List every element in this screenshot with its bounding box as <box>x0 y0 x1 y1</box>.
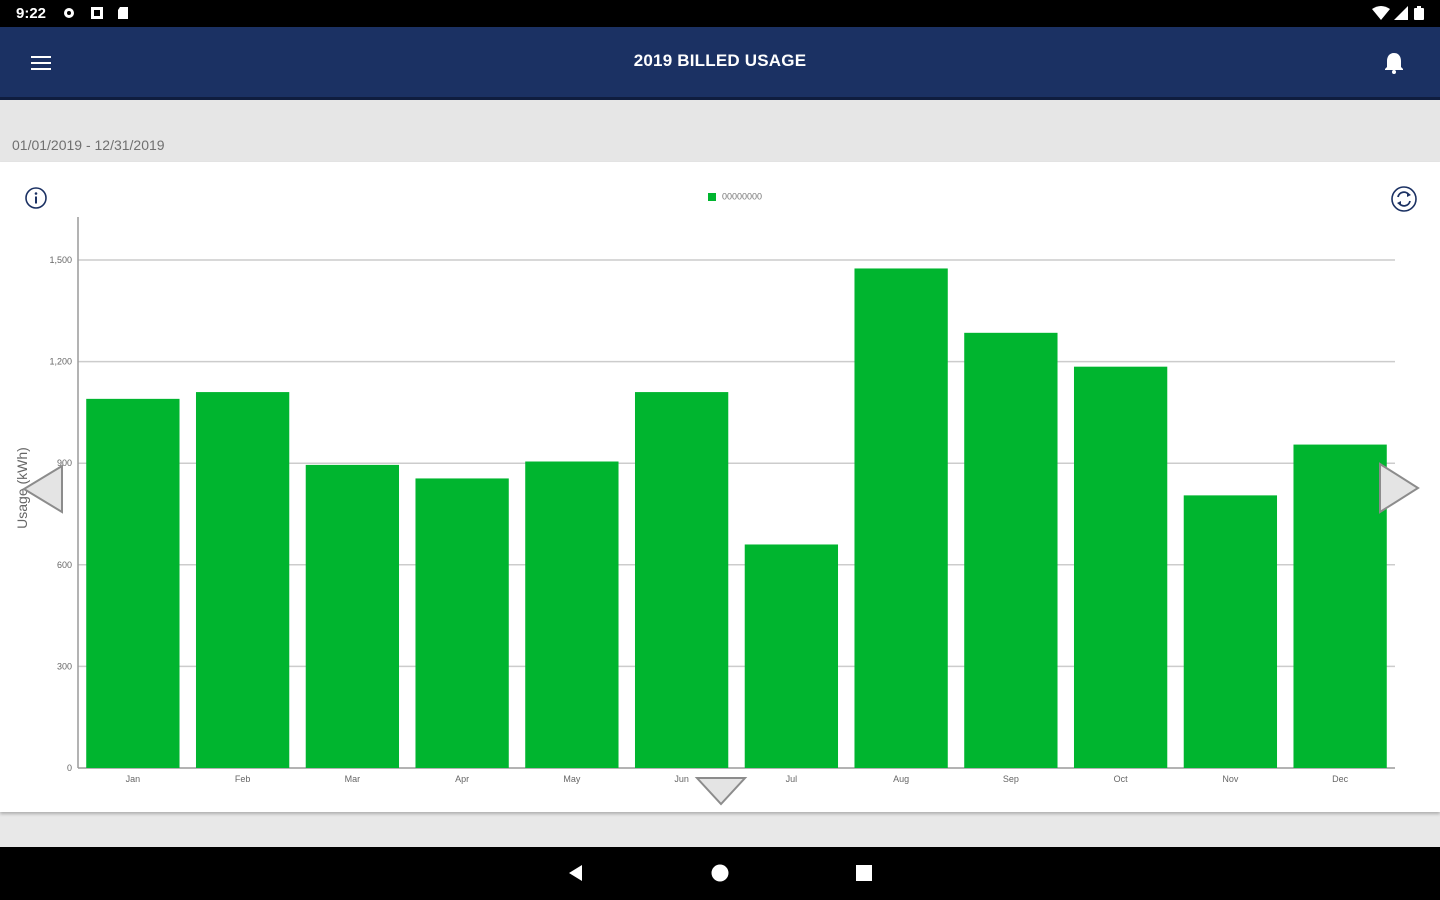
page-title: 2019 BILLED USAGE <box>633 51 807 70</box>
bar-jun[interactable] <box>634 392 729 768</box>
chart-y-ticks: 0 300 600 900 1,200 1,500 <box>49 255 72 773</box>
date-range-bar: 01/01/2019 - 12/31/2019 <box>0 100 1440 162</box>
info-icon <box>25 187 47 209</box>
x-tick-label: Sep <box>1003 774 1019 784</box>
bar-jul[interactable] <box>744 544 839 768</box>
y-tick-label: 1,200 <box>49 357 72 367</box>
x-tick-label: Nov <box>1222 774 1239 784</box>
battery-status-icon <box>1414 6 1424 20</box>
app-bar: 2019 BILLED USAGE <box>0 27 1440 100</box>
settings-status-icon <box>64 8 74 18</box>
x-tick-label: Dec <box>1332 774 1349 784</box>
system-navigation-bar <box>0 847 1440 900</box>
signal-status-icon <box>1394 6 1408 20</box>
menu-button[interactable] <box>22 45 60 81</box>
refresh-icon <box>1391 186 1417 212</box>
refresh-button[interactable] <box>1390 185 1418 213</box>
notifications-button[interactable] <box>1376 45 1412 81</box>
bar-oct[interactable] <box>1073 366 1168 768</box>
expand-chart-button[interactable] <box>694 776 748 811</box>
bar-sep[interactable] <box>964 332 1058 768</box>
x-tick-label: Aug <box>893 774 909 784</box>
usage-chart-card: 0 300 600 900 1,200 1,500 Jan Feb Mar Apr May Jun J… <box>0 162 1440 812</box>
x-tick-label: Apr <box>455 774 469 784</box>
legend-swatch <box>708 192 716 201</box>
y-tick-label: 900 <box>57 458 72 468</box>
x-tick-label: Jun <box>674 774 689 784</box>
legend-label: 00000000 <box>722 191 763 202</box>
wifi-status-icon <box>1372 6 1390 20</box>
previous-period-button[interactable] <box>20 464 64 519</box>
bar-nov[interactable] <box>1183 495 1278 768</box>
back-icon[interactable] <box>566 863 586 883</box>
bar-jan[interactable] <box>86 398 180 768</box>
recents-icon[interactable] <box>854 863 874 883</box>
screenshot-status-icon <box>91 7 103 19</box>
next-period-button[interactable] <box>1378 462 1422 519</box>
chart-x-ticks: Jan Feb Mar Apr May Jun Jul Aug Sep Oct Nov Dec <box>126 774 1349 784</box>
bar-may[interactable] <box>525 461 619 768</box>
status-time: 9:22 <box>16 5 47 22</box>
info-button[interactable] <box>24 186 48 210</box>
date-range: 01/01/2019 - 12/31/2019 <box>12 137 165 153</box>
status-bar: 9:22 <box>0 0 1440 27</box>
chart-legend: 00000000 <box>708 191 762 202</box>
x-tick-label: May <box>563 774 581 784</box>
bar-apr[interactable] <box>415 478 509 768</box>
y-tick-label: 1,500 <box>49 255 72 265</box>
x-tick-label: Feb <box>235 774 251 784</box>
sd-card-status-icon <box>118 7 128 19</box>
bar-mar[interactable] <box>305 464 400 768</box>
x-tick-label: Oct <box>1114 774 1129 784</box>
y-tick-label: 600 <box>57 560 72 570</box>
x-tick-label: Jul <box>786 774 798 784</box>
prev-arrow-icon <box>22 464 63 514</box>
bell-icon <box>1385 53 1403 74</box>
chart-axes <box>77 217 1395 769</box>
bar-dec[interactable] <box>1293 444 1387 768</box>
y-tick-label: 300 <box>57 661 72 671</box>
expand-arrow-icon <box>694 777 748 806</box>
bar-aug[interactable] <box>854 268 948 768</box>
chart-gridlines <box>78 259 1395 668</box>
x-tick-label: Jan <box>126 774 141 784</box>
next-arrow-icon <box>1379 462 1420 514</box>
chart-bars <box>86 268 1387 768</box>
y-tick-label: 0 <box>67 763 72 773</box>
home-icon[interactable] <box>710 863 730 883</box>
x-tick-label: Mar <box>345 774 361 784</box>
bar-feb[interactable] <box>195 392 290 768</box>
